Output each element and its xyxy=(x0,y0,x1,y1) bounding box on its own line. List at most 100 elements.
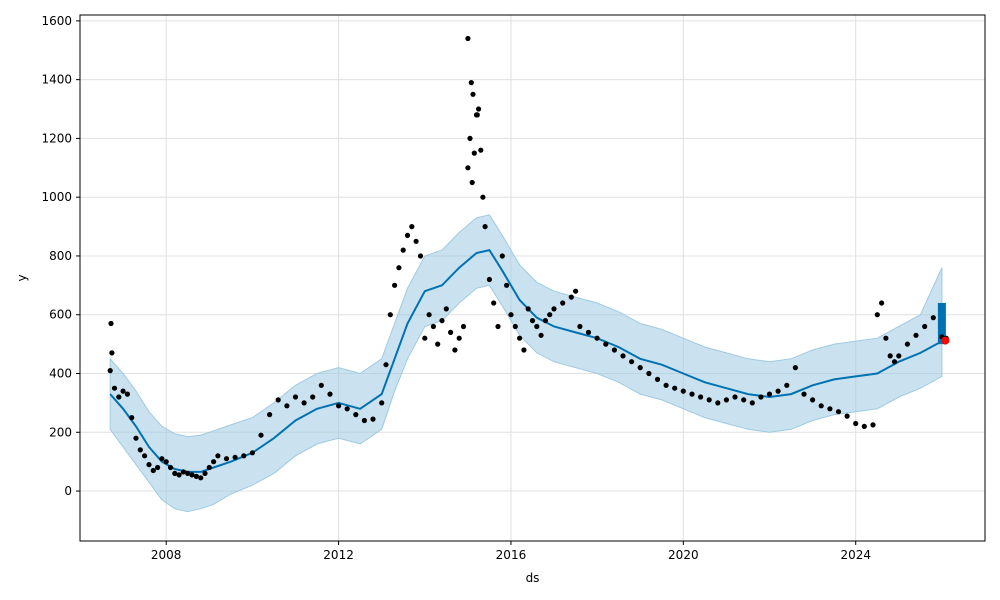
data-point xyxy=(439,318,445,324)
data-point xyxy=(922,323,928,330)
data-point xyxy=(577,323,583,330)
data-point xyxy=(387,312,393,318)
x-tick-label: 2024 xyxy=(840,548,871,562)
data-point xyxy=(620,353,626,359)
data-point xyxy=(137,447,143,453)
data-point xyxy=(111,385,118,391)
data-point xyxy=(258,432,264,438)
y-tick-label: 600 xyxy=(49,308,72,322)
data-point xyxy=(879,300,885,306)
data-point xyxy=(417,253,424,259)
data-point xyxy=(176,472,182,478)
data-point xyxy=(430,323,436,330)
data-point xyxy=(874,312,880,318)
yhat-line xyxy=(109,248,943,473)
data-point xyxy=(766,391,773,397)
data-point xyxy=(706,397,712,403)
data-point xyxy=(573,288,579,294)
data-point xyxy=(456,335,462,341)
data-point xyxy=(538,332,544,338)
data-point xyxy=(232,454,238,460)
x-tick-label: 2008 xyxy=(151,548,182,562)
data-point xyxy=(167,464,174,471)
data-point xyxy=(663,382,669,388)
data-point xyxy=(904,341,911,347)
data-point xyxy=(133,435,139,441)
data-point xyxy=(818,403,824,409)
data-point xyxy=(468,80,474,86)
y-tick-label: 800 xyxy=(49,249,72,263)
uncertainty-interval-band xyxy=(109,214,943,513)
data-point xyxy=(689,391,695,397)
data-point xyxy=(525,306,531,312)
y-tick-label: 1600 xyxy=(41,14,72,28)
data-point xyxy=(189,472,195,478)
data-point xyxy=(883,335,889,341)
y-axis-label: y xyxy=(15,274,29,281)
data-point xyxy=(775,388,781,394)
data-point xyxy=(409,224,415,230)
data-point xyxy=(275,397,281,403)
data-point xyxy=(142,453,148,459)
data-point xyxy=(284,403,290,409)
data-point xyxy=(249,450,255,456)
data-point xyxy=(672,385,678,391)
data-point xyxy=(465,165,471,171)
data-point xyxy=(370,416,376,422)
data-point xyxy=(460,323,467,330)
data-point xyxy=(422,335,428,341)
data-point xyxy=(202,470,208,476)
data-point xyxy=(784,382,790,388)
data-point xyxy=(292,394,299,400)
data-point xyxy=(603,341,609,347)
data-point xyxy=(891,359,898,365)
data-point xyxy=(629,359,635,365)
data-point xyxy=(534,323,540,330)
y-tick-label: 200 xyxy=(49,425,72,439)
data-point xyxy=(547,312,553,318)
data-point xyxy=(486,276,492,283)
data-point xyxy=(301,400,307,406)
data-point xyxy=(353,412,359,418)
data-point xyxy=(392,282,398,288)
data-point xyxy=(163,459,169,465)
data-point xyxy=(594,335,600,341)
data-point xyxy=(646,370,652,377)
data-point xyxy=(723,397,730,403)
data-point xyxy=(508,312,514,318)
data-point xyxy=(413,238,419,244)
data-point xyxy=(443,306,449,312)
data-point xyxy=(758,394,764,400)
data-point xyxy=(517,335,523,341)
data-point xyxy=(107,368,113,374)
y-tick-label: 1000 xyxy=(41,190,72,204)
data-point xyxy=(241,453,247,459)
data-point xyxy=(116,394,122,400)
forecast-line xyxy=(109,248,946,473)
data-point xyxy=(193,473,199,479)
data-point xyxy=(529,318,536,324)
data-point xyxy=(396,265,402,271)
data-point xyxy=(853,420,859,427)
data-point xyxy=(732,394,738,400)
data-point xyxy=(861,423,867,429)
y-tick-label: 1200 xyxy=(41,131,72,145)
data-point xyxy=(870,422,876,428)
data-point xyxy=(469,179,475,186)
data-point xyxy=(467,135,473,141)
data-point xyxy=(844,413,850,419)
data-point xyxy=(404,232,411,238)
data-point xyxy=(471,150,477,156)
data-point xyxy=(551,306,557,312)
data-point xyxy=(482,224,488,230)
data-point xyxy=(400,247,406,253)
data-point xyxy=(504,282,510,288)
data-point xyxy=(637,365,643,371)
data-point xyxy=(159,456,165,462)
data-point xyxy=(361,417,367,424)
data-point xyxy=(435,341,441,347)
data-point xyxy=(585,329,592,335)
data-point xyxy=(211,459,217,465)
interval-area xyxy=(109,214,943,513)
data-point xyxy=(474,112,480,118)
